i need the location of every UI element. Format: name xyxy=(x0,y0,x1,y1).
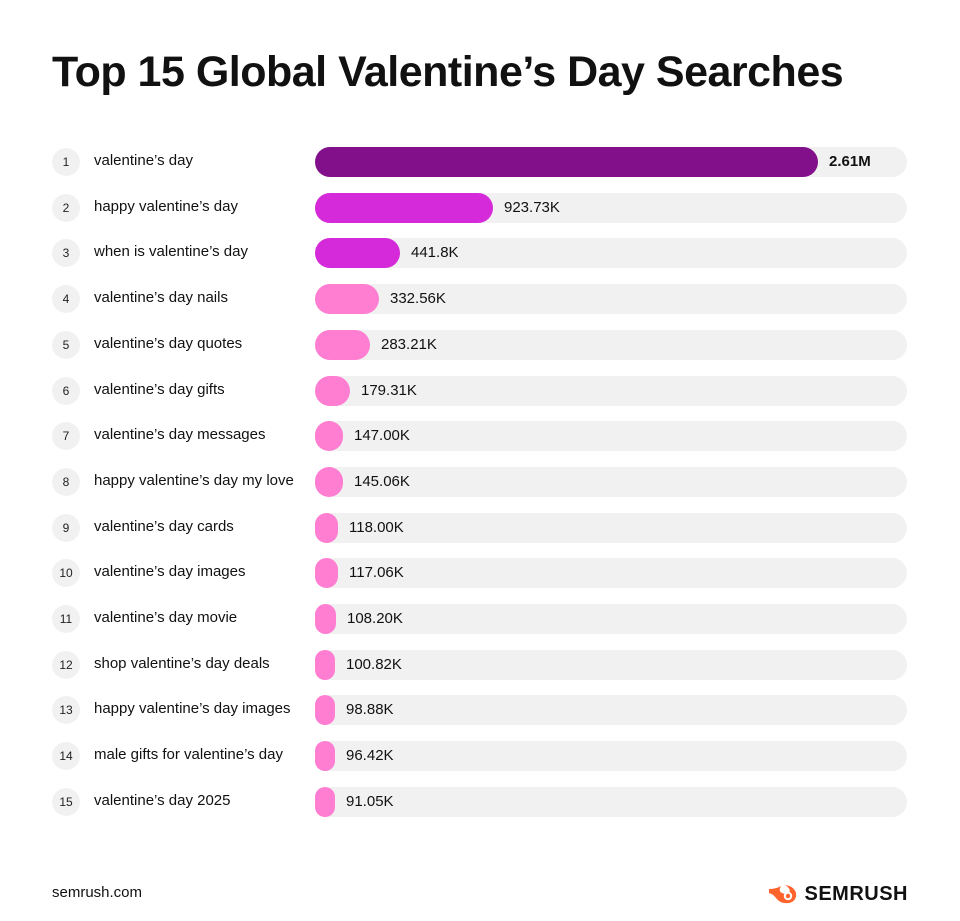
table-row: 8 happy valentine’s day my love 145.06K xyxy=(0,466,960,498)
semrush-logo: SEMRUSH xyxy=(768,880,908,908)
bar-track xyxy=(315,558,907,589)
table-row: 1 valentine’s day 2.61M xyxy=(0,146,960,178)
value-label: 441.8K xyxy=(411,244,459,262)
category-label: valentine’s day images xyxy=(94,563,246,581)
value-label: 100.82K xyxy=(346,655,402,673)
table-row: 11 valentine’s day movie 108.20K xyxy=(0,603,960,635)
bar xyxy=(315,512,338,543)
rank-badge: 2 xyxy=(52,193,80,222)
bar xyxy=(315,649,335,680)
bar-track xyxy=(315,786,907,817)
bar-track xyxy=(315,147,907,177)
bar xyxy=(315,421,343,452)
table-row: 12 shop valentine’s day deals 100.82K xyxy=(0,649,960,681)
bar-track xyxy=(315,329,907,360)
value-label: 96.42K xyxy=(346,747,394,765)
rank-badge: 3 xyxy=(52,239,80,268)
value-label: 923.73K xyxy=(504,198,560,216)
bar-track xyxy=(315,466,907,497)
bar-track xyxy=(315,512,907,543)
category-label: valentine’s day quotes xyxy=(94,334,243,352)
value-label: 91.05K xyxy=(346,792,394,810)
bar-track xyxy=(315,741,907,772)
rank-badge: 14 xyxy=(52,742,80,771)
category-label: valentine’s day xyxy=(94,152,193,169)
bar-track xyxy=(315,284,907,315)
rank-badge: 8 xyxy=(52,467,80,496)
value-label: 283.21K xyxy=(381,335,437,353)
table-row: 14 male gifts for valentine’s day 96.42K xyxy=(0,740,960,772)
value-label: 118.00K xyxy=(349,518,404,536)
value-label: 98.88K xyxy=(346,701,394,719)
bar xyxy=(315,558,338,589)
bar xyxy=(315,375,350,406)
bar-track xyxy=(315,421,907,452)
category-label: happy valentine’s day xyxy=(94,197,238,215)
rank-badge: 12 xyxy=(52,650,80,679)
category-label: when is valentine’s day xyxy=(94,243,248,261)
category-label: valentine’s day gifts xyxy=(94,380,225,398)
rank-badge: 13 xyxy=(52,696,80,725)
bar xyxy=(315,695,335,726)
rank-badge: 7 xyxy=(52,422,80,451)
rank-badge: 5 xyxy=(52,330,80,359)
bar xyxy=(315,604,336,634)
chart-title: Top 15 Global Valentine’s Day Searches xyxy=(52,48,844,96)
rank-badge: 4 xyxy=(52,285,80,314)
bar xyxy=(315,786,335,817)
table-row: 6 valentine’s day gifts 179.31K xyxy=(0,375,960,407)
bar xyxy=(315,329,370,360)
rank-badge: 11 xyxy=(52,605,80,633)
bar xyxy=(315,147,818,177)
table-row: 3 when is valentine’s day 441.8K xyxy=(0,237,960,269)
rank-badge: 1 xyxy=(52,148,80,176)
category-label: valentine’s day 2025 xyxy=(94,791,231,809)
table-row: 5 valentine’s day quotes 283.21K xyxy=(0,329,960,361)
source-label: semrush.com xyxy=(52,884,143,901)
table-row: 9 valentine’s day cards 118.00K xyxy=(0,512,960,544)
table-row: 2 happy valentine’s day 923.73K xyxy=(0,192,960,224)
category-label: valentine’s day movie xyxy=(94,609,238,626)
table-row: 10 valentine’s day images 117.06K xyxy=(0,557,960,589)
bar xyxy=(315,238,400,269)
bar xyxy=(315,284,379,315)
table-row: 4 valentine’s day nails 332.56K xyxy=(0,283,960,315)
category-label: shop valentine’s day deals xyxy=(94,654,270,672)
value-label: 179.31K xyxy=(361,381,417,399)
bar xyxy=(315,466,343,497)
flame-icon xyxy=(769,885,797,904)
rank-badge: 10 xyxy=(52,559,80,588)
category-label: happy valentine’s day images xyxy=(94,700,291,718)
value-label: 108.20K xyxy=(347,610,403,627)
brand-name: SEMRUSH xyxy=(804,882,908,905)
table-row: 13 happy valentine’s day images 98.88K xyxy=(0,694,960,726)
category-label: male gifts for valentine’s day xyxy=(94,746,283,764)
value-label: 145.06K xyxy=(354,472,410,490)
bar-track xyxy=(315,238,907,269)
rank-badge: 9 xyxy=(52,513,80,542)
value-label: 147.00K xyxy=(354,427,410,445)
category-label: happy valentine’s day my love xyxy=(94,471,294,489)
rank-badge: 15 xyxy=(52,787,80,816)
bar-track xyxy=(315,695,907,726)
value-label: 117.06K xyxy=(349,564,404,582)
table-row: 7 valentine’s day messages 147.00K xyxy=(0,420,960,452)
value-label: 2.61M xyxy=(829,153,871,170)
category-label: valentine’s day cards xyxy=(94,517,234,535)
bar-track xyxy=(315,192,907,223)
category-label: valentine’s day nails xyxy=(94,289,228,307)
category-label: valentine’s day messages xyxy=(94,426,266,444)
rank-badge: 6 xyxy=(52,376,80,405)
table-row: 15 valentine’s day 2025 91.05K xyxy=(0,786,960,818)
bar xyxy=(315,192,493,223)
bar xyxy=(315,741,335,772)
value-label: 332.56K xyxy=(390,290,446,308)
bar-track xyxy=(315,375,907,406)
bar-track xyxy=(315,604,907,634)
bar-track xyxy=(315,649,907,680)
